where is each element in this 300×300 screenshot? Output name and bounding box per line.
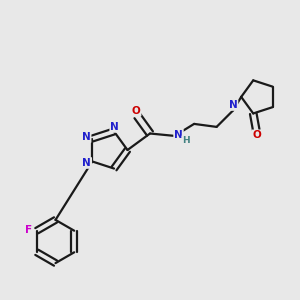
Text: N: N (82, 158, 91, 168)
Text: N: N (82, 132, 91, 142)
Text: O: O (132, 106, 141, 116)
Text: N: N (110, 122, 119, 132)
Text: N: N (229, 100, 238, 110)
Text: H: H (182, 136, 190, 145)
Text: O: O (252, 130, 261, 140)
Text: F: F (25, 225, 32, 235)
Text: N: N (174, 130, 183, 140)
